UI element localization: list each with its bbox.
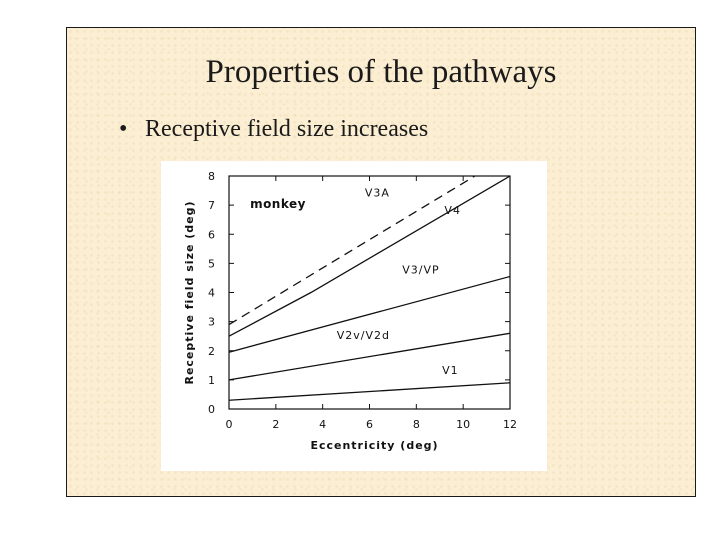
bullet-item: • Receptive field size increases — [119, 116, 428, 143]
x-tick-label: 8 — [413, 418, 420, 431]
y-tick-label: 8 — [208, 170, 215, 183]
bullet-marker: • — [119, 116, 128, 142]
y-tick-label: 1 — [208, 374, 215, 387]
chart-panel: 0 2 4 6 8 10 12 0 1 2 3 4 5 6 7 8 Eccentricity (deg) Rece… — [161, 161, 547, 471]
series-label-v1: V1 — [442, 364, 459, 377]
x-tick-label: 10 — [456, 418, 470, 431]
series-label-v2v-v2d: V2v/V2d — [337, 329, 390, 342]
annotation-monkey: monkey — [250, 197, 306, 211]
series-label-v3-vp: V3/VP — [402, 264, 439, 277]
series-line-v3-vp — [228, 275, 511, 353]
y-tick-label: 4 — [208, 287, 215, 300]
x-tick-label: 4 — [319, 418, 326, 431]
bullet-text: Receptive field size increases — [145, 116, 429, 142]
y-tick-label: 5 — [208, 257, 215, 270]
series-label-v3a: V3A — [365, 186, 390, 199]
slide-title: Properties of the pathways — [205, 54, 557, 90]
y-axis-title: Receptive field size (deg) — [183, 200, 196, 384]
series-label-v4: V4 — [444, 204, 461, 217]
x-tick-label: 6 — [366, 418, 373, 431]
y-tick-label: 2 — [208, 345, 215, 358]
series-line-v4 — [228, 175, 511, 337]
x-tick-label: 12 — [503, 418, 517, 431]
x-tick-label: 0 — [226, 418, 233, 431]
series-line-v2v-v2d — [228, 332, 511, 381]
y-tick-label: 0 — [208, 403, 215, 416]
x-tick-label: 2 — [272, 418, 279, 431]
y-tick-label: 3 — [208, 316, 215, 329]
y-tick-label: 6 — [208, 228, 215, 241]
y-tick-label: 7 — [208, 199, 215, 212]
series-line-v3a — [228, 175, 476, 326]
slide: Properties of the pathways • Receptive fi… — [66, 27, 696, 497]
series-line-v1 — [228, 382, 511, 401]
x-axis-title: Eccentricity (deg) — [310, 439, 438, 452]
